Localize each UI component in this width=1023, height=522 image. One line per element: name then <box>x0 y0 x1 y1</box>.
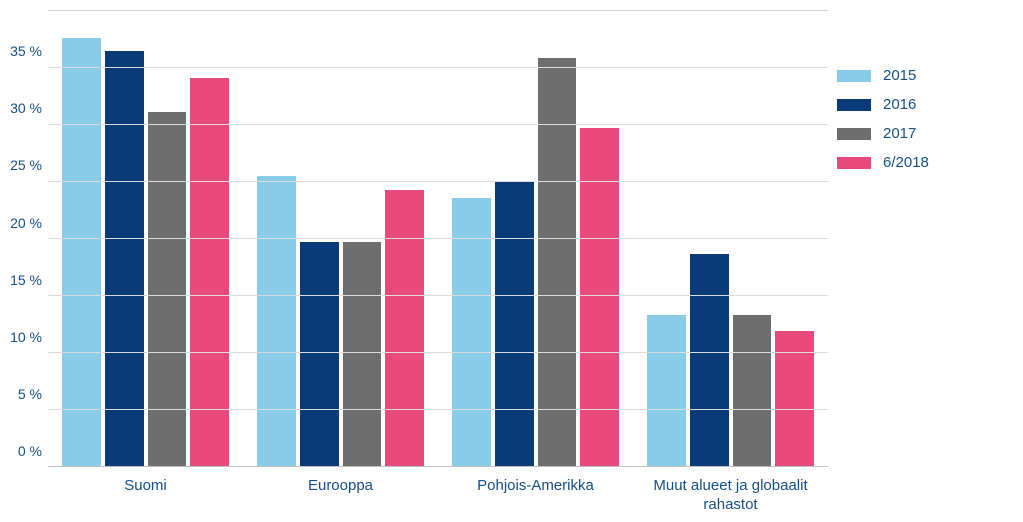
bar <box>105 51 144 467</box>
legend-swatch <box>837 70 871 82</box>
bar <box>385 190 424 467</box>
x-tick-label: Suomi <box>48 467 243 522</box>
gridline <box>48 295 828 296</box>
y-tick-label: 10 % <box>10 329 42 345</box>
bar-group <box>48 11 243 467</box>
gridline <box>48 238 828 239</box>
bar <box>647 315 686 467</box>
legend-label: 2017 <box>883 125 1007 142</box>
bar <box>257 176 296 467</box>
y-tick-label: 25 % <box>10 157 42 173</box>
legend-item: 2015 <box>837 67 1007 84</box>
legend-swatch <box>837 128 871 140</box>
bar <box>343 242 382 467</box>
bar <box>733 315 772 467</box>
bar <box>62 38 101 467</box>
legend: 2015 2016 2017 6/2018 <box>837 55 1007 183</box>
legend-label: 2016 <box>883 96 1007 113</box>
gridline <box>48 67 828 68</box>
bar-group <box>243 11 438 467</box>
y-axis: 0 %5 %10 %15 %20 %25 %30 %35 %40 % <box>0 10 48 467</box>
bar-chart: 0 % 5 % 10 % 15 % 20 % 25 % 30 % 35 % 40 % Suomi… <box>0 0 1023 522</box>
x-tick-label: Pohjois-Amerikka <box>438 467 633 522</box>
bar-group <box>633 11 828 467</box>
bar-groups <box>48 11 828 467</box>
plot-area <box>48 10 828 467</box>
x-tick-label: Muut alueet ja globaalit rahastot <box>633 467 828 522</box>
y-tick-label: 15 % <box>10 272 42 288</box>
bar <box>690 254 729 467</box>
legend-label: 2015 <box>883 67 1007 84</box>
x-axis: SuomiEurooppaPohjois-AmerikkaMuut alueet… <box>48 467 828 522</box>
gridline <box>48 409 828 410</box>
legend-item: 2016 <box>837 96 1007 113</box>
bar <box>538 58 577 467</box>
bar <box>300 242 339 467</box>
bar <box>495 181 534 467</box>
y-tick-label: 0 % <box>18 443 42 459</box>
y-tick-label: 35 % <box>10 43 42 59</box>
y-tick-label: 20 % <box>10 215 42 231</box>
bar <box>580 128 619 467</box>
gridline <box>48 181 828 182</box>
x-tick-label: Eurooppa <box>243 467 438 522</box>
gridline <box>48 352 828 353</box>
y-tick-label: 30 % <box>10 100 42 116</box>
legend-label: 6/2018 <box>883 154 1007 171</box>
bar <box>148 112 187 467</box>
bar-group <box>438 11 633 467</box>
y-tick-label: 40 % <box>10 0 42 2</box>
legend-swatch <box>837 157 871 169</box>
gridline <box>48 124 828 125</box>
legend-item: 2017 <box>837 125 1007 142</box>
y-tick-label: 5 % <box>18 386 42 402</box>
legend-swatch <box>837 99 871 111</box>
legend-item: 6/2018 <box>837 154 1007 171</box>
